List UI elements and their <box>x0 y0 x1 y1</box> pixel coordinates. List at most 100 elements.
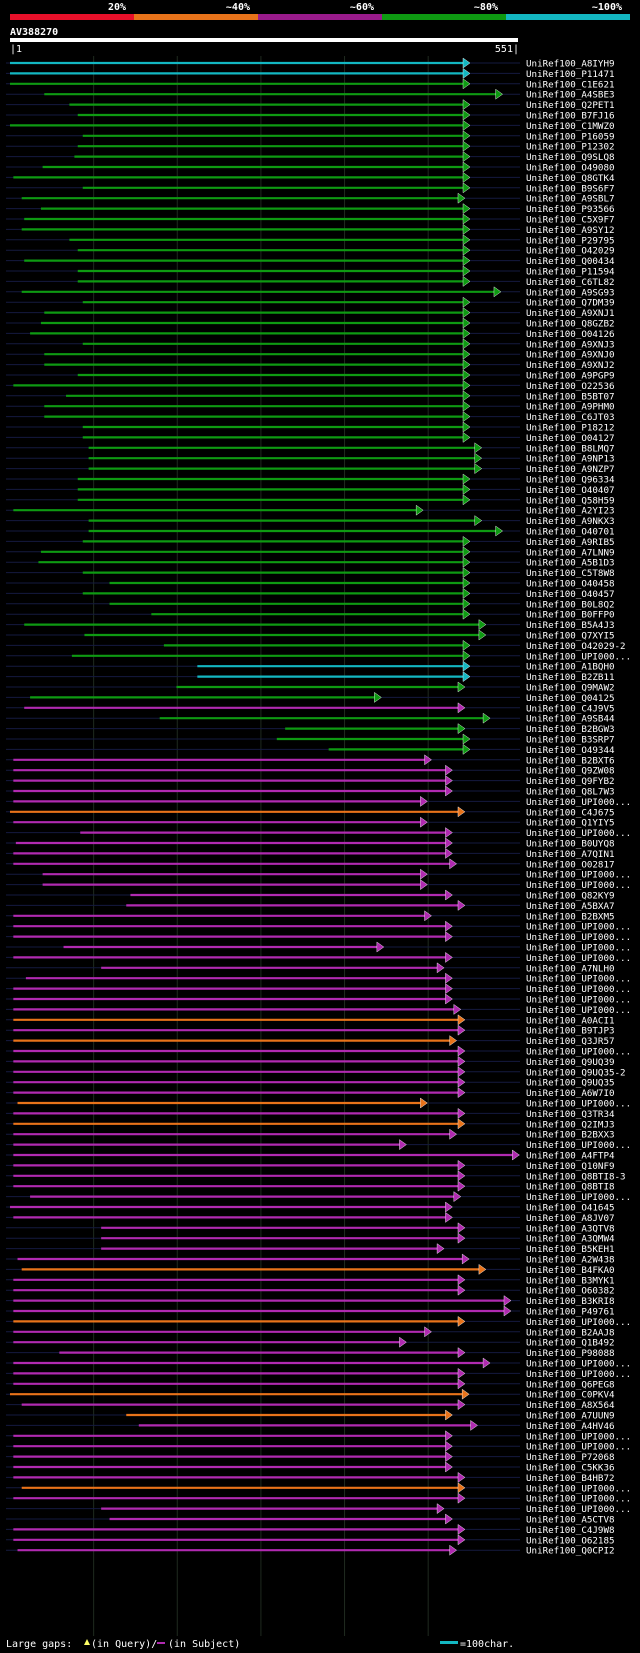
hit-name[interactable]: UniRef100_B8LMQ7 <box>526 443 615 454</box>
hit-row[interactable]: UniRef100_B2BXM5 <box>6 910 615 923</box>
hit-row[interactable]: UniRef100_C1MWZ0 <box>6 120 615 132</box>
hit-name[interactable]: UniRef100_UPI000... <box>526 1192 631 1203</box>
hit-row[interactable]: UniRef100_B2BXX3 <box>6 1128 615 1141</box>
hit-name[interactable]: UniRef100_A9SY12 <box>526 225 615 236</box>
hit-row[interactable]: UniRef100_C0PKV4 <box>6 1388 615 1401</box>
hit-row[interactable]: UniRef100_C4J675 <box>6 806 615 819</box>
hit-row[interactable]: UniRef100_Q8BTI8-3 <box>6 1170 626 1183</box>
hit-row[interactable]: UniRef100_UPI000... <box>6 1368 631 1380</box>
hit-row[interactable]: UniRef100_A4SBE3 <box>6 88 615 101</box>
hit-row[interactable]: UniRef100_P16059 <box>6 130 615 143</box>
hit-row[interactable]: UniRef100_A3QTV8 <box>6 1222 615 1235</box>
hit-name[interactable]: UniRef100_A1BQH0 <box>526 662 615 673</box>
hit-name[interactable]: UniRef100_A4FTP4 <box>526 1151 615 1162</box>
hit-name[interactable]: UniRef100_UPI000... <box>526 880 631 891</box>
hit-row[interactable]: UniRef100_O40458 <box>6 577 615 590</box>
hit-name[interactable]: UniRef100_B9S6F7 <box>526 183 615 194</box>
hit-row[interactable]: UniRef100_UPI000... <box>6 952 631 964</box>
hit-row[interactable]: UniRef100_A9RIB5 <box>6 536 615 548</box>
hit-row[interactable]: UniRef100_O49080 <box>6 161 615 174</box>
hit-row[interactable]: UniRef100_P93566 <box>6 203 615 216</box>
hit-name[interactable]: UniRef100_P11471 <box>526 69 615 80</box>
hit-name[interactable]: UniRef100_P93566 <box>526 204 615 215</box>
hit-name[interactable]: UniRef100_UPI000... <box>526 1140 631 1151</box>
hit-row[interactable]: UniRef100_Q04125 <box>6 692 615 704</box>
hit-name[interactable]: UniRef100_UPI000... <box>526 1005 631 1016</box>
hit-row[interactable]: UniRef100_UPI000... <box>6 1004 631 1016</box>
hit-name[interactable]: UniRef100_A9NKX3 <box>526 516 615 527</box>
hit-row[interactable]: UniRef100_P18212 <box>6 421 615 434</box>
hit-row[interactable]: UniRef100_Q9ZW08 <box>6 764 615 777</box>
hit-row[interactable]: UniRef100_UPI000... <box>6 1191 631 1204</box>
hit-name[interactable]: UniRef100_B2BXT6 <box>526 755 615 766</box>
hit-name[interactable]: UniRef100_B2BXX3 <box>526 1130 615 1141</box>
hit-name[interactable]: UniRef100_C4J9V5 <box>526 703 615 714</box>
hit-row[interactable]: UniRef100_UPI000... <box>6 1503 631 1516</box>
hit-name[interactable]: UniRef100_UPI000... <box>526 1483 631 1494</box>
hit-name[interactable]: UniRef100_O04127 <box>526 433 615 444</box>
hit-name[interactable]: UniRef100_A8JV07 <box>526 1213 615 1224</box>
hit-row[interactable]: UniRef100_O40701 <box>6 525 615 538</box>
hit-name[interactable]: UniRef100_Q1YIY5 <box>526 818 615 829</box>
hit-row[interactable]: UniRef100_Q00434 <box>6 255 615 268</box>
hit-name[interactable]: UniRef100_A5BXA7 <box>526 901 615 912</box>
hit-name[interactable]: UniRef100_UPI000... <box>526 1442 631 1453</box>
hit-name[interactable]: UniRef100_A6W7I0 <box>526 1088 615 1099</box>
hit-row[interactable]: UniRef100_A4FTP4 <box>6 1149 615 1162</box>
hit-row[interactable]: UniRef100_A9SY12 <box>6 224 615 236</box>
hit-row[interactable]: UniRef100_A5B1D3 <box>6 556 615 569</box>
hit-row[interactable]: UniRef100_Q96334 <box>6 473 615 486</box>
hit-row[interactable]: UniRef100_C1E621 <box>6 78 615 91</box>
hit-row[interactable]: UniRef100_O42029 <box>6 244 615 257</box>
hit-row[interactable]: UniRef100_A1BQH0 <box>6 660 615 673</box>
hit-row[interactable]: UniRef100_A9SG93 <box>6 286 615 299</box>
hit-row[interactable]: UniRef100_A9PHM0 <box>6 400 615 413</box>
hit-name[interactable]: UniRef100_A8X564 <box>526 1400 615 1411</box>
hit-row[interactable]: UniRef100_A3QMW4 <box>6 1232 615 1245</box>
hit-row[interactable]: UniRef100_Q9UQ39 <box>6 1056 615 1068</box>
hit-name[interactable]: UniRef100_Q8GTK4 <box>526 173 615 184</box>
hit-row[interactable]: UniRef100_A7UUN9 <box>6 1409 615 1422</box>
hit-row[interactable]: UniRef100_UPI000... <box>6 1492 631 1505</box>
hit-row[interactable]: UniRef100_B3KRI8 <box>6 1295 615 1308</box>
hit-row[interactable]: UniRef100_UPI000... <box>6 1440 631 1453</box>
hit-row[interactable]: UniRef100_UPI000... <box>6 868 631 881</box>
hit-row[interactable]: UniRef100_Q82KY9 <box>6 889 615 902</box>
hit-name[interactable]: UniRef100_Q8BTI8-3 <box>526 1171 626 1182</box>
hit-name[interactable]: UniRef100_O42029 <box>526 246 615 257</box>
hit-row[interactable]: UniRef100_UPI000... <box>6 972 631 985</box>
hit-row[interactable]: UniRef100_O04127 <box>6 432 615 444</box>
hit-name[interactable]: UniRef100_A9SG93 <box>526 287 615 298</box>
hit-row[interactable]: UniRef100_B3MYK1 <box>6 1274 615 1287</box>
hit-row[interactable]: UniRef100_C5KK36 <box>6 1461 615 1474</box>
hit-row[interactable]: UniRef100_Q3JR57 <box>6 1035 615 1048</box>
hit-name[interactable]: UniRef100_B3KRI8 <box>526 1296 615 1307</box>
hit-name[interactable]: UniRef100_O40457 <box>526 589 615 600</box>
hit-name[interactable]: UniRef100_A9SBL7 <box>526 194 615 205</box>
hit-row[interactable]: UniRef100_Q9FYB2 <box>6 775 615 788</box>
hit-row[interactable]: UniRef100_B4FKA0 <box>6 1264 615 1276</box>
hit-row[interactable]: UniRef100_B9S6F7 <box>6 182 615 195</box>
hit-row[interactable]: UniRef100_A8JV07 <box>6 1212 615 1224</box>
hit-row[interactable]: UniRef100_UPI000... <box>6 796 631 808</box>
hit-row[interactable]: UniRef100_Q1B492 <box>6 1336 615 1349</box>
hit-name[interactable]: UniRef100_P49761 <box>526 1307 615 1318</box>
hit-row[interactable]: UniRef100_A6W7I0 <box>6 1087 615 1100</box>
hit-row[interactable]: UniRef100_O42029-2 <box>6 640 626 652</box>
hit-row[interactable]: UniRef100_B0UYQ8 <box>6 837 615 850</box>
hit-name[interactable]: UniRef100_Q10NF9 <box>526 1161 615 1172</box>
hit-row[interactable]: UniRef100_Q8GZB2 <box>6 317 615 330</box>
hit-name[interactable]: UniRef100_A9PGP9 <box>526 371 615 382</box>
hit-row[interactable]: UniRef100_A2YI23 <box>6 504 615 517</box>
hit-row[interactable]: UniRef100_A4HV46 <box>6 1420 615 1432</box>
hit-row[interactable]: UniRef100_O41645 <box>6 1201 615 1214</box>
hit-name[interactable]: UniRef100_B0L8Q2 <box>526 599 615 610</box>
hit-row[interactable]: UniRef100_O40457 <box>6 588 615 600</box>
hit-row[interactable]: UniRef100_Q1YIY5 <box>6 816 615 829</box>
hit-name[interactable]: UniRef100_UPI000... <box>526 953 631 964</box>
hit-name[interactable]: UniRef100_Q2IMJ3 <box>526 1119 615 1130</box>
hit-row[interactable]: UniRef100_B3SRP7 <box>6 733 615 746</box>
hit-row[interactable]: UniRef100_B2BGW3 <box>6 723 615 736</box>
hit-name[interactable]: UniRef100_C4J9W8 <box>526 1525 615 1536</box>
hit-row[interactable]: UniRef100_Q58H59 <box>6 494 615 507</box>
